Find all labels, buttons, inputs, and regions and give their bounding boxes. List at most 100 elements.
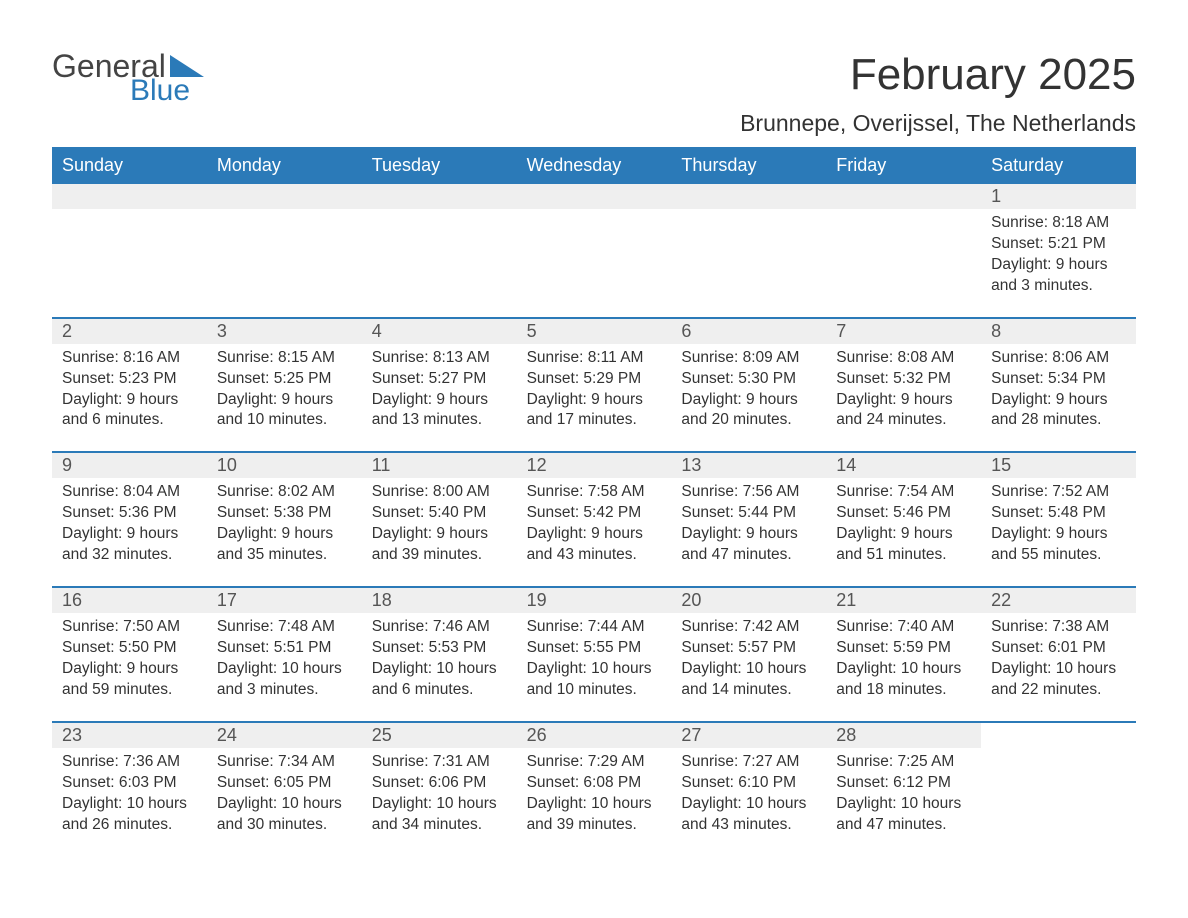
sunset-text: Sunset: 5:21 PM — [991, 234, 1126, 255]
daylight-text: Daylight: 9 hours and 55 minutes. — [991, 524, 1126, 566]
day-number: 16 — [52, 588, 207, 613]
day-info: Sunrise: 7:38 AMSunset: 6:01 PMDaylight:… — [991, 617, 1126, 701]
dayname-wednesday: Wednesday — [517, 147, 672, 184]
day-info: Sunrise: 8:02 AMSunset: 5:38 PMDaylight:… — [217, 482, 352, 566]
calendar-cell-empty — [362, 184, 517, 317]
calendar-cell: 23 Sunrise: 7:36 AMSunset: 6:03 PMDayligh… — [52, 723, 207, 856]
sunrise-text: Sunrise: 7:54 AM — [836, 482, 971, 503]
month-title: February 2025 — [740, 50, 1136, 100]
day-info: Sunrise: 8:11 AMSunset: 5:29 PMDaylight:… — [527, 348, 662, 432]
daylight-text: Daylight: 10 hours and 47 minutes. — [836, 794, 971, 836]
day-info: Sunrise: 8:08 AMSunset: 5:32 PMDaylight:… — [836, 348, 971, 432]
dayname-monday: Monday — [207, 147, 362, 184]
sunset-text: Sunset: 5:36 PM — [62, 503, 197, 524]
daylight-text: Daylight: 9 hours and 39 minutes. — [372, 524, 507, 566]
day-number: 4 — [362, 319, 517, 344]
day-number: 2 — [52, 319, 207, 344]
calendar-cell: 19 Sunrise: 7:44 AMSunset: 5:55 PMDayligh… — [517, 588, 672, 721]
calendar-cell: 22Sunrise: 7:38 AMSunset: 6:01 PMDayligh… — [981, 588, 1136, 721]
day-number: 9 — [52, 453, 207, 478]
calendar-cell: 16 Sunrise: 7:50 AMSunset: 5:50 PMDayligh… — [52, 588, 207, 721]
day-number — [981, 723, 1136, 748]
calendar-cell: 20 Sunrise: 7:42 AMSunset: 5:57 PMDayligh… — [671, 588, 826, 721]
sunset-text: Sunset: 5:51 PM — [217, 638, 352, 659]
day-info: Sunrise: 7:44 AMSunset: 5:55 PMDaylight:… — [527, 617, 662, 701]
day-number — [52, 184, 207, 209]
sunrise-text: Sunrise: 7:29 AM — [527, 752, 662, 773]
daylight-text: Daylight: 9 hours and 47 minutes. — [681, 524, 816, 566]
day-number: 20 — [671, 588, 826, 613]
day-info: Sunrise: 7:25 AMSunset: 6:12 PMDaylight:… — [836, 752, 971, 836]
sunset-text: Sunset: 5:29 PM — [527, 369, 662, 390]
dayname-sunday: Sunday — [52, 147, 207, 184]
sunrise-text: Sunrise: 7:48 AM — [217, 617, 352, 638]
sunset-text: Sunset: 5:38 PM — [217, 503, 352, 524]
day-info: Sunrise: 7:29 AMSunset: 6:08 PMDaylight:… — [527, 752, 662, 836]
day-number: 23 — [52, 723, 207, 748]
day-info: Sunrise: 7:50 AMSunset: 5:50 PMDaylight:… — [62, 617, 197, 701]
sunrise-text: Sunrise: 7:27 AM — [681, 752, 816, 773]
calendar-cell: 10 Sunrise: 8:02 AMSunset: 5:38 PMDayligh… — [207, 453, 362, 586]
day-number — [826, 184, 981, 209]
sunset-text: Sunset: 6:08 PM — [527, 773, 662, 794]
day-number: 5 — [517, 319, 672, 344]
calendar-cell: 11Sunrise: 8:00 AMSunset: 5:40 PMDayligh… — [362, 453, 517, 586]
day-number: 10 — [207, 453, 362, 478]
daylight-text: Daylight: 10 hours and 39 minutes. — [527, 794, 662, 836]
day-info: Sunrise: 7:58 AMSunset: 5:42 PMDaylight:… — [527, 482, 662, 566]
title-block: February 2025 Brunnepe, Overijssel, The … — [740, 50, 1136, 137]
daylight-text: Daylight: 10 hours and 22 minutes. — [991, 659, 1126, 701]
location-subtitle: Brunnepe, Overijssel, The Netherlands — [740, 110, 1136, 137]
calendar-cell-empty — [826, 184, 981, 317]
sunrise-text: Sunrise: 7:40 AM — [836, 617, 971, 638]
day-number: 15 — [981, 453, 1136, 478]
calendar-cell: 28 Sunrise: 7:25 AMSunset: 6:12 PMDayligh… — [826, 723, 981, 856]
day-info: Sunrise: 8:04 AMSunset: 5:36 PMDaylight:… — [62, 482, 197, 566]
daylight-text: Daylight: 9 hours and 17 minutes. — [527, 390, 662, 432]
daylight-text: Daylight: 9 hours and 35 minutes. — [217, 524, 352, 566]
calendar-cell: 1Sunrise: 8:18 AMSunset: 5:21 PMDaylight… — [981, 184, 1136, 317]
sunrise-text: Sunrise: 7:56 AM — [681, 482, 816, 503]
sunset-text: Sunset: 6:06 PM — [372, 773, 507, 794]
day-number: 24 — [207, 723, 362, 748]
sunrise-text: Sunrise: 8:13 AM — [372, 348, 507, 369]
day-info: Sunrise: 7:52 AMSunset: 5:48 PMDaylight:… — [991, 482, 1126, 566]
sunrise-text: Sunrise: 7:44 AM — [527, 617, 662, 638]
sunrise-text: Sunrise: 8:18 AM — [991, 213, 1126, 234]
sunrise-text: Sunrise: 7:52 AM — [991, 482, 1126, 503]
daylight-text: Daylight: 9 hours and 28 minutes. — [991, 390, 1126, 432]
day-number — [362, 184, 517, 209]
daylight-text: Daylight: 9 hours and 43 minutes. — [527, 524, 662, 566]
day-number: 28 — [826, 723, 981, 748]
calendar-cell: 27Sunrise: 7:27 AMSunset: 6:10 PMDayligh… — [671, 723, 826, 856]
day-number — [671, 184, 826, 209]
sunrise-text: Sunrise: 8:09 AM — [681, 348, 816, 369]
day-number — [517, 184, 672, 209]
daylight-text: Daylight: 9 hours and 6 minutes. — [62, 390, 197, 432]
week-row: 9Sunrise: 8:04 AMSunset: 5:36 PMDaylight… — [52, 451, 1136, 586]
day-info: Sunrise: 8:13 AMSunset: 5:27 PMDaylight:… — [372, 348, 507, 432]
sunrise-text: Sunrise: 7:46 AM — [372, 617, 507, 638]
sunset-text: Sunset: 5:50 PM — [62, 638, 197, 659]
day-number: 19 — [517, 588, 672, 613]
week-row: 2Sunrise: 8:16 AMSunset: 5:23 PMDaylight… — [52, 317, 1136, 452]
sunset-text: Sunset: 5:57 PM — [681, 638, 816, 659]
sunset-text: Sunset: 5:42 PM — [527, 503, 662, 524]
day-info: Sunrise: 7:42 AMSunset: 5:57 PMDaylight:… — [681, 617, 816, 701]
day-number: 21 — [826, 588, 981, 613]
dayname-thursday: Thursday — [671, 147, 826, 184]
day-number: 25 — [362, 723, 517, 748]
weeks-container: 1Sunrise: 8:18 AMSunset: 5:21 PMDaylight… — [52, 184, 1136, 855]
sunrise-text: Sunrise: 8:16 AM — [62, 348, 197, 369]
day-info: Sunrise: 7:36 AMSunset: 6:03 PMDaylight:… — [62, 752, 197, 836]
day-number: 3 — [207, 319, 362, 344]
calendar-cell: 15 Sunrise: 7:52 AMSunset: 5:48 PMDayligh… — [981, 453, 1136, 586]
daylight-text: Daylight: 10 hours and 14 minutes. — [681, 659, 816, 701]
sunrise-text: Sunrise: 8:04 AM — [62, 482, 197, 503]
calendar-cell: 18Sunrise: 7:46 AMSunset: 5:53 PMDayligh… — [362, 588, 517, 721]
day-info: Sunrise: 7:56 AMSunset: 5:44 PMDaylight:… — [681, 482, 816, 566]
logo-word-blue: Blue — [130, 76, 204, 106]
day-info: Sunrise: 7:54 AMSunset: 5:46 PMDaylight:… — [836, 482, 971, 566]
calendar: Sunday Monday Tuesday Wednesday Thursday… — [52, 147, 1136, 855]
calendar-cell: 26Sunrise: 7:29 AMSunset: 6:08 PMDayligh… — [517, 723, 672, 856]
